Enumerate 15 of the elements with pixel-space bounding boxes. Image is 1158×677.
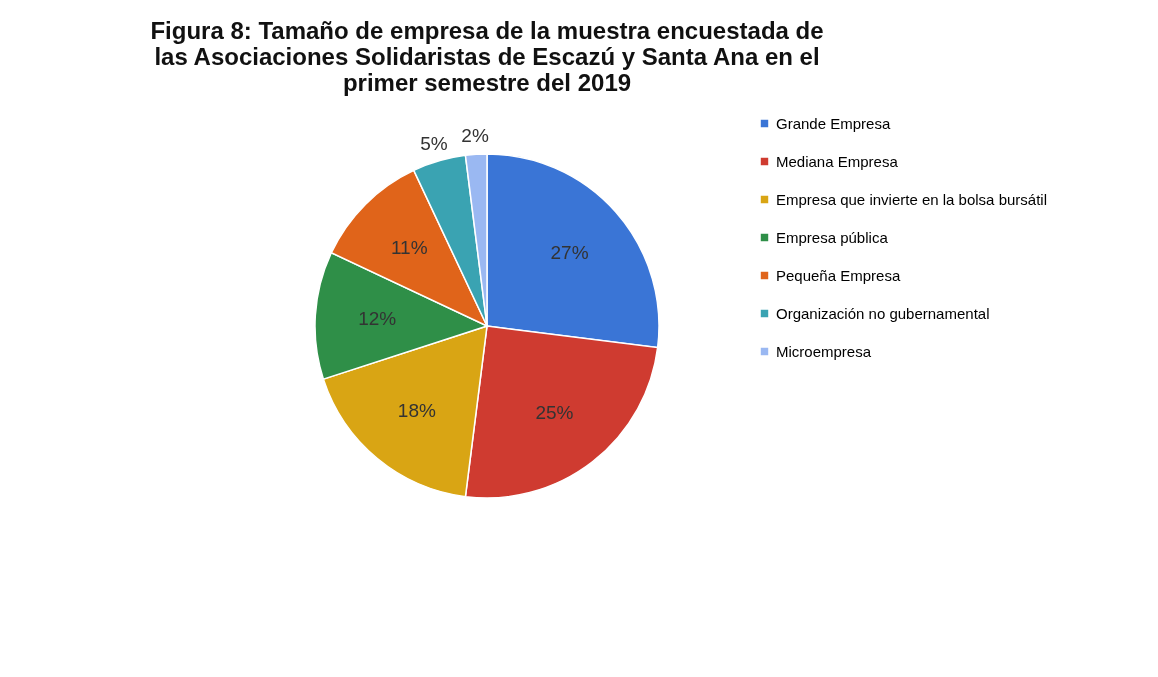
legend-label: Empresa que invierte en la bolsa bursátil [776,190,1047,208]
legend-label: Mediana Empresa [776,152,899,170]
data-label: 11% [390,237,428,259]
legend-label: Pequeña Empresa [776,266,901,284]
legend-label: Grande Empresa [776,114,891,132]
data-label: 27% [550,242,589,264]
legend-label: Microempresa [776,342,872,360]
data-label: 25% [535,401,574,423]
data-label: 2% [461,125,489,147]
data-label: 18% [397,399,436,421]
legend-label: Organización no gubernamental [776,304,990,322]
data-label: 12% [358,308,397,330]
legend-label: Empresa pública [776,228,889,246]
chart-title: Figura 8: Tamaño de empresa de la muestra encuestada de las Asociaciones Solidaristas de Escazú y Santa Ana en el primer semestre del 2019 [150,17,824,96]
data-label: 5% [420,132,448,154]
